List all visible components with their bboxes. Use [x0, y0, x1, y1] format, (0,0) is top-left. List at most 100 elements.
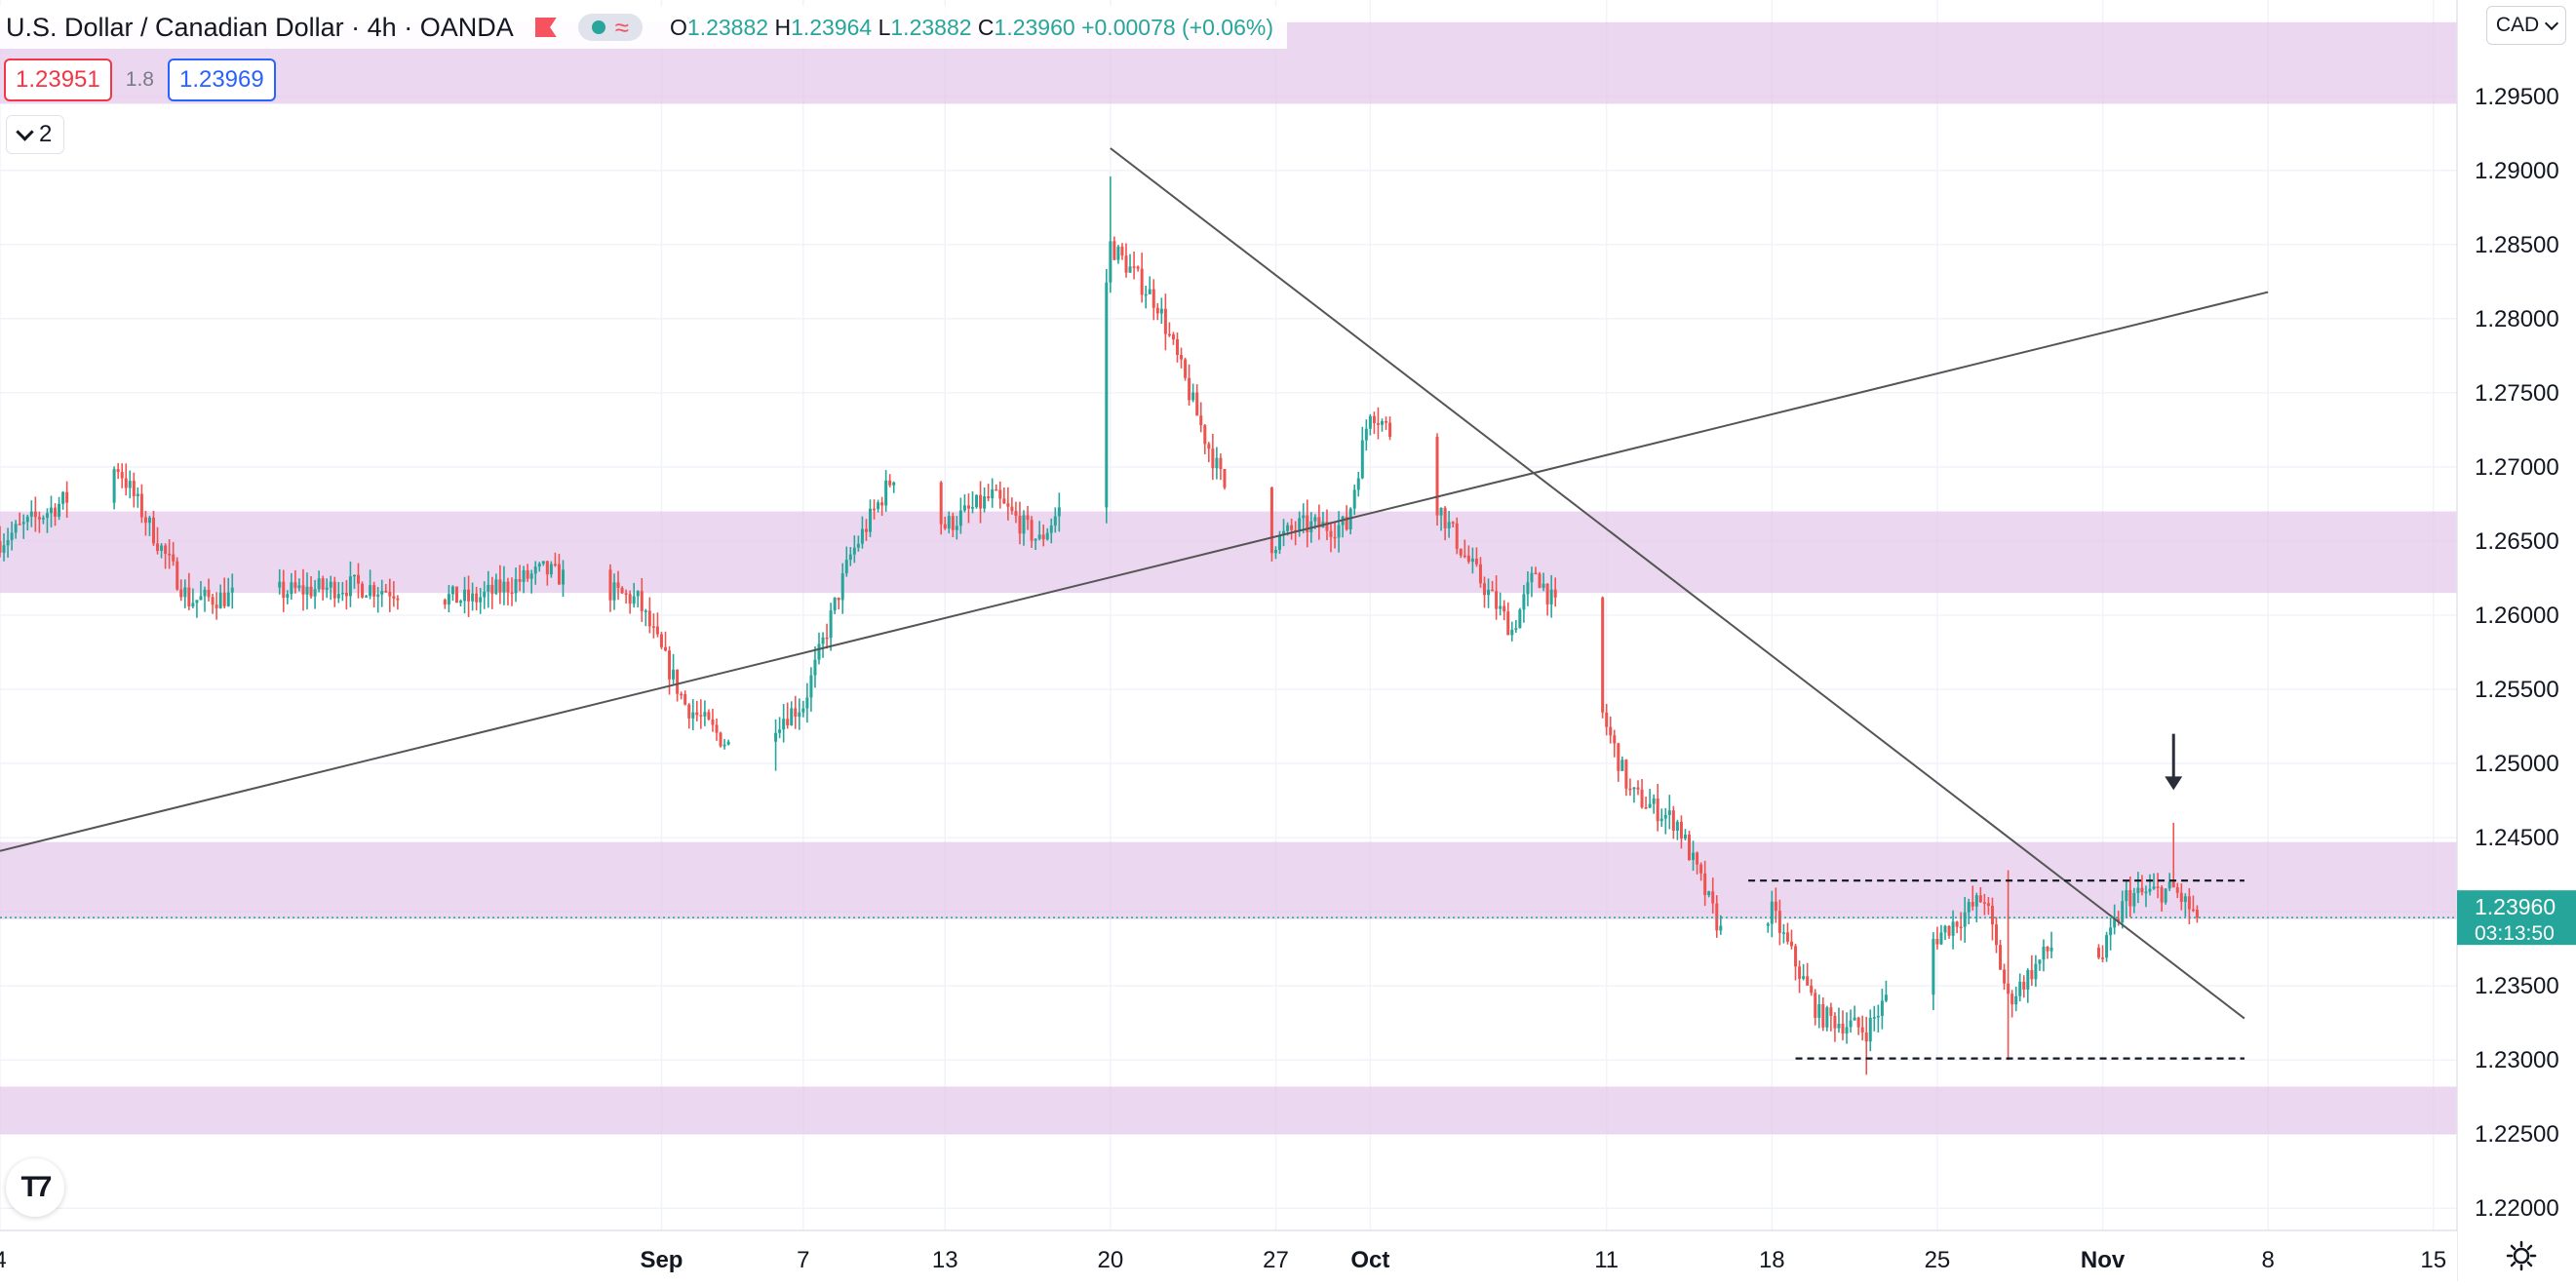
- candle-body: [1207, 444, 1211, 449]
- candle: [222, 577, 226, 608]
- market-status-pill[interactable]: ≈: [577, 14, 644, 41]
- candle-body: [1381, 420, 1384, 425]
- candle: [1018, 501, 1022, 545]
- candle-body: [336, 594, 340, 599]
- candle-body: [545, 561, 549, 575]
- candle: [1951, 910, 1955, 950]
- candle-body: [873, 508, 877, 511]
- candle: [454, 586, 458, 604]
- candle: [987, 484, 991, 502]
- candle-body: [120, 472, 124, 479]
- candle-body: [1140, 268, 1144, 295]
- candle: [2018, 973, 2022, 1002]
- candle: [463, 576, 467, 614]
- price-tick-label: 1.22000: [2475, 1195, 2559, 1222]
- candle-body: [479, 597, 483, 603]
- candle: [1526, 570, 1530, 606]
- candle: [1978, 886, 1982, 903]
- candle-body: [1845, 1027, 1849, 1034]
- candle-body: [50, 507, 53, 514]
- candle: [376, 587, 380, 613]
- tradingview-logo[interactable]: T7: [6, 1158, 64, 1217]
- candle-body: [722, 744, 726, 747]
- candle-body: [1443, 507, 1447, 528]
- candle: [1663, 807, 1667, 835]
- candle-body: [344, 592, 348, 597]
- indicators-count: 2: [39, 121, 53, 147]
- candle: [1617, 742, 1620, 782]
- candle: [1491, 580, 1495, 592]
- candle: [1360, 426, 1364, 480]
- settings-button[interactable]: [2502, 1236, 2541, 1275]
- candle-body: [286, 594, 290, 599]
- candle-body: [494, 579, 498, 594]
- candle: [1613, 729, 1617, 758]
- symbol-title[interactable]: U.S. Dollar / Canadian Dollar · 4h · OAN…: [6, 12, 514, 42]
- candle-body: [975, 494, 979, 508]
- candle-body: [61, 491, 65, 504]
- candle-body: [680, 693, 683, 696]
- candle: [494, 573, 498, 596]
- price-tick-label: 1.29500: [2475, 84, 2559, 110]
- candle-body: [1455, 523, 1459, 549]
- candle: [1487, 578, 1491, 608]
- candle-body: [1935, 938, 1939, 945]
- flag-icon[interactable]: [534, 18, 557, 37]
- candle: [293, 569, 297, 594]
- candle-body: [1376, 422, 1380, 425]
- candle: [1317, 504, 1321, 540]
- candle: [467, 575, 471, 617]
- candle-body: [616, 582, 620, 588]
- indicators-toggle-button[interactable]: 2: [6, 115, 65, 154]
- candle: [514, 567, 518, 603]
- candle: [715, 718, 719, 741]
- candle-body: [218, 592, 222, 608]
- candle-body: [943, 524, 947, 529]
- candle-body: [1605, 712, 1609, 727]
- time-tick-label: 15: [2420, 1247, 2446, 1273]
- candle-body: [1053, 516, 1057, 526]
- candle-body: [1188, 377, 1191, 401]
- candle-body: [1352, 489, 1356, 509]
- candle: [1837, 1007, 1841, 1033]
- candle: [722, 738, 726, 750]
- candle: [1337, 511, 1341, 553]
- candle: [640, 577, 644, 622]
- candle: [1215, 447, 1219, 480]
- candle-body: [506, 581, 510, 593]
- candle: [282, 569, 286, 612]
- chevron-down-icon: [16, 122, 34, 141]
- candle-body: [1034, 538, 1037, 541]
- candle-body: [1184, 359, 1188, 378]
- candle-body: [962, 505, 966, 511]
- candle: [1034, 537, 1037, 551]
- candle-body: [1692, 852, 1696, 861]
- candle-body: [301, 585, 305, 595]
- candle-body: [1491, 589, 1495, 592]
- candle: [2105, 931, 2109, 962]
- currency-button[interactable]: CAD: [2486, 6, 2566, 45]
- candle-body: [1223, 468, 1227, 488]
- candle-body: [644, 610, 647, 612]
- candle-body: [1530, 572, 1534, 583]
- candle-body: [1617, 743, 1620, 771]
- low-key: L: [878, 14, 891, 40]
- candle: [1120, 243, 1124, 260]
- chevron-down-icon: [2545, 16, 2559, 30]
- candle-body: [1506, 611, 1510, 636]
- candle-body: [1466, 555, 1470, 563]
- candle: [860, 516, 864, 549]
- candle: [1777, 899, 1781, 946]
- buy-button[interactable]: 1.23969: [167, 58, 276, 101]
- candle: [1180, 347, 1184, 369]
- candle: [336, 581, 340, 604]
- sell-button[interactable]: 1.23951: [4, 58, 112, 101]
- candle-body: [628, 594, 632, 604]
- candle: [116, 463, 120, 480]
- candle-body: [365, 596, 369, 598]
- candle: [1794, 944, 1798, 981]
- candle-body: [624, 593, 628, 595]
- candle-body: [1644, 807, 1648, 809]
